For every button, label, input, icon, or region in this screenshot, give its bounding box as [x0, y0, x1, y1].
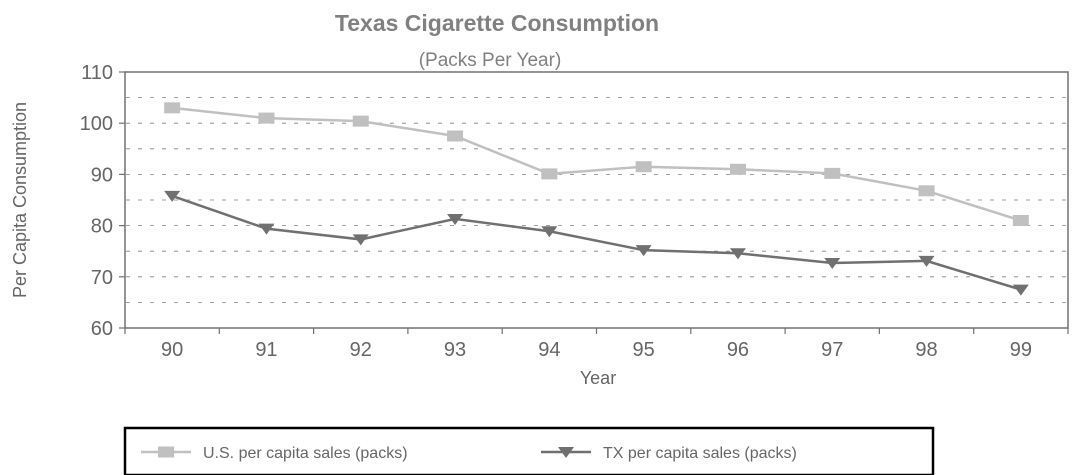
data-point: [824, 257, 841, 269]
legend-label: U.S. per capita sales (packs): [203, 445, 408, 462]
x-tick-label: 94: [538, 339, 560, 361]
y-axis-label: Per Capita Consumption: [10, 102, 30, 298]
data-point: [1012, 284, 1029, 296]
series-line: [171, 194, 1022, 291]
data-point: [1012, 214, 1029, 226]
legend: U.S. per capita sales (packs) TX per capi…: [141, 445, 797, 462]
chart-title: Texas Cigarette Consumption: [335, 10, 659, 36]
series-lines: [164, 102, 1029, 296]
series-us: [164, 102, 1029, 226]
y-tick-label: 90: [91, 164, 113, 186]
data-point: [164, 102, 181, 114]
data-point: [635, 161, 652, 173]
y-tick-label: 60: [91, 318, 113, 340]
data-point: [729, 163, 746, 175]
data-point: [729, 248, 746, 260]
series-line: [172, 106, 1022, 222]
data-point: [164, 190, 181, 202]
gridlines: [126, 97, 1067, 303]
legend-box: [123, 426, 935, 475]
chart-subtitle: (Packs Per Year): [419, 50, 562, 71]
data-point: [918, 185, 935, 197]
x-tick-label: 95: [633, 339, 655, 361]
data-point: [447, 130, 464, 142]
legend-marker: [158, 446, 174, 458]
y-tick-label: 80: [91, 216, 113, 238]
y-tick-label: 110: [81, 62, 113, 84]
data-point: [447, 213, 464, 225]
data-point: [541, 226, 558, 238]
data-point: [824, 167, 841, 179]
y-tick-label: 70: [91, 267, 113, 289]
x-tick-label: 93: [444, 339, 466, 361]
x-axis-label: Year: [580, 368, 616, 388]
data-point: [918, 255, 935, 267]
x-tick-label: 91: [255, 339, 277, 361]
legend-item: U.S. per capita sales (packs): [141, 445, 408, 462]
x-tick-label: 97: [821, 339, 843, 361]
data-point: [541, 168, 558, 180]
data-point: [352, 234, 369, 246]
data-point: [258, 112, 275, 124]
y-axis-ticks: 60 70 80 90 100 110: [80, 62, 125, 340]
data-point: [352, 115, 369, 127]
x-axis-ticks: 90 91 92 93 94 95 96 97 98 99: [124, 328, 1069, 361]
x-tick-label: 92: [350, 339, 372, 361]
data-point: [258, 223, 275, 235]
data-point: [635, 245, 652, 257]
y-tick-label: 100: [80, 113, 113, 135]
legend-marker: [558, 447, 574, 458]
x-tick-label: 99: [1010, 339, 1032, 361]
x-tick-label: 98: [915, 339, 937, 361]
x-tick-label: 90: [161, 339, 183, 361]
legend-item: TX per capita sales (packs): [541, 445, 797, 462]
legend-label: TX per capita sales (packs): [603, 445, 797, 462]
series-tx: [164, 190, 1029, 296]
x-tick-label: 96: [727, 339, 749, 361]
